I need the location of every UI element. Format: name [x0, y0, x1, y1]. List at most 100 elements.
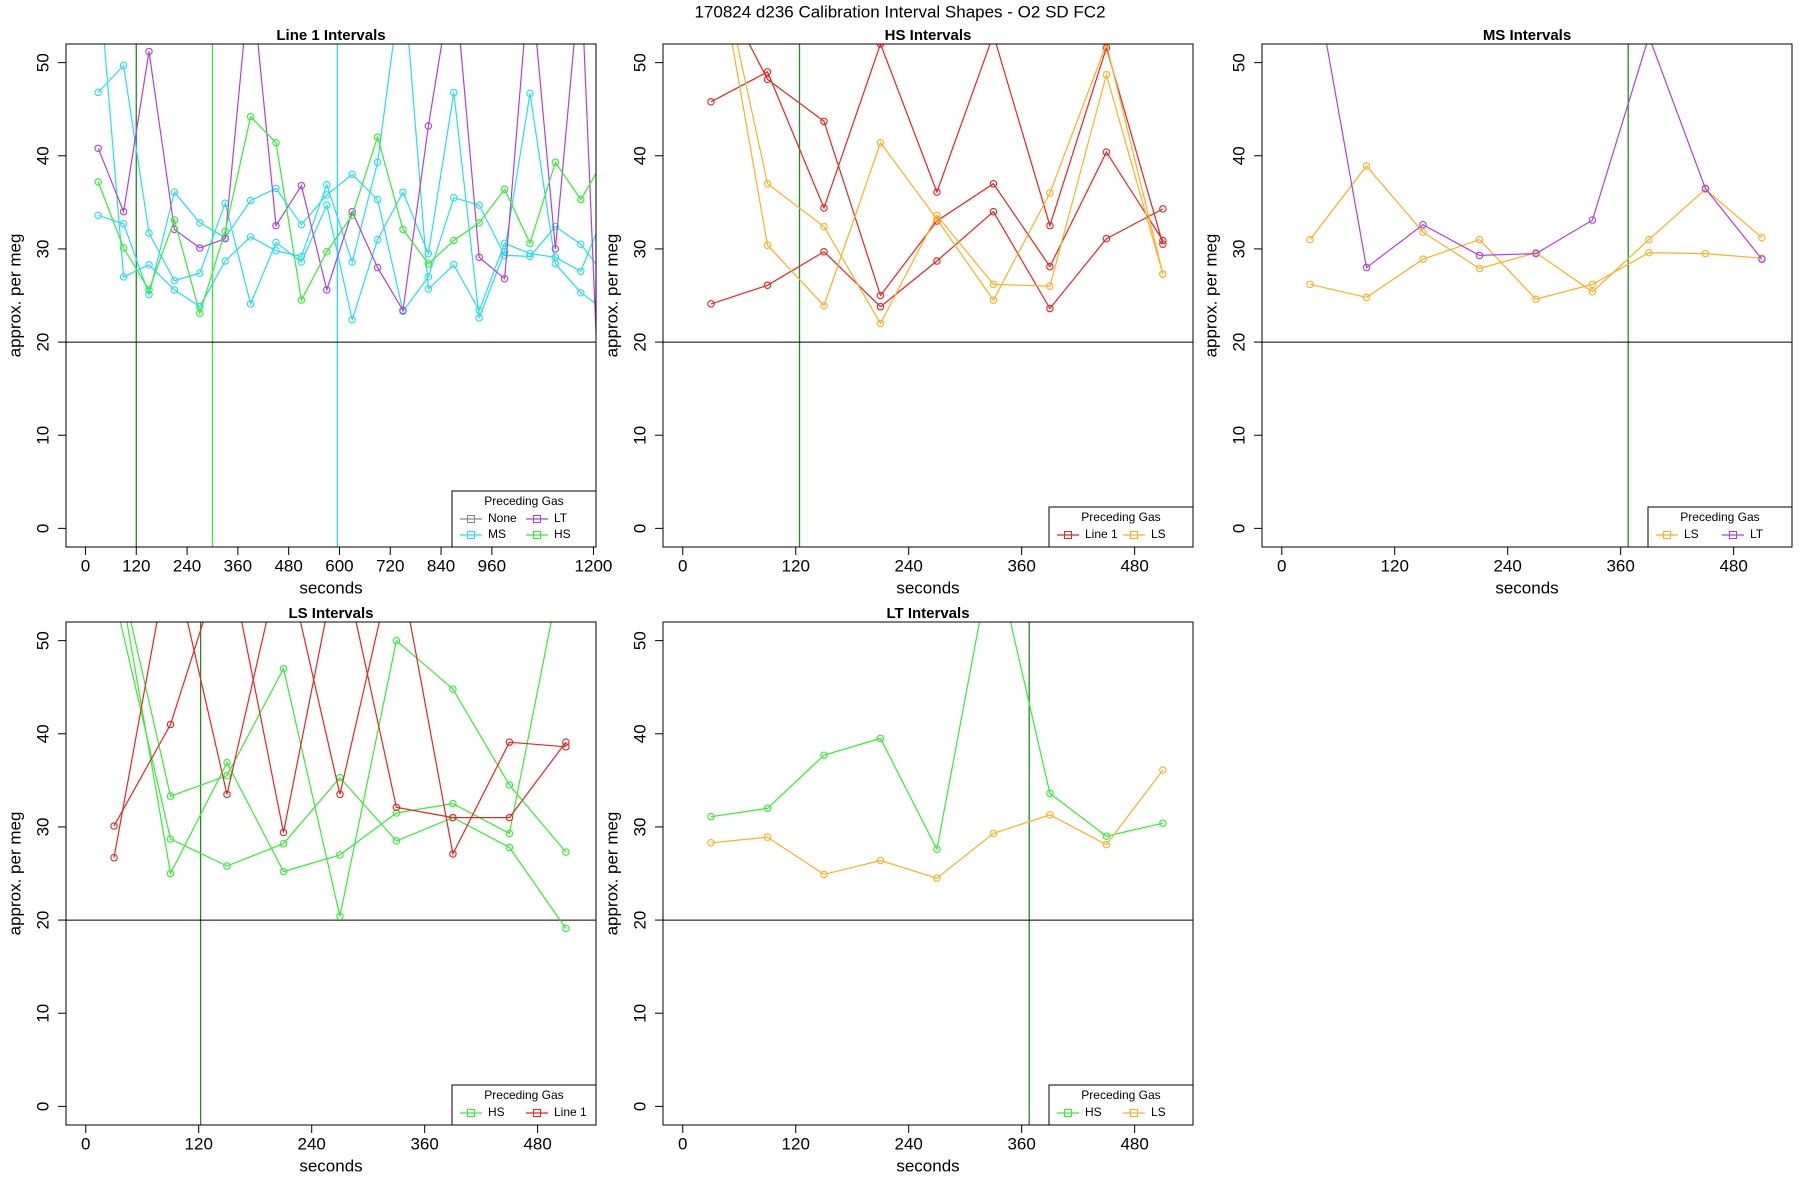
data-point: [223, 758, 231, 767]
data-point: [166, 835, 175, 843]
data-point: [707, 812, 715, 821]
data-point: [336, 912, 344, 921]
data-point: [94, 211, 102, 220]
data-point: [1046, 304, 1054, 313]
data-point: [373, 235, 382, 244]
data-point: [707, 300, 715, 308]
data-point: [820, 204, 828, 212]
data-point: [475, 201, 483, 209]
data-point: [449, 850, 457, 858]
data-point: [820, 247, 828, 256]
y-tick-label: 0: [33, 524, 52, 533]
data-line: [119, 622, 567, 929]
data-point: [763, 804, 772, 813]
y-tick-label: 20: [33, 911, 52, 930]
x-axis-label: seconds: [299, 1156, 362, 1175]
data-point: [119, 244, 128, 252]
data-point: [424, 260, 433, 268]
panel-title: MS Intervals: [1483, 27, 1571, 44]
legend: Preceding Gas LS LT: [1647, 506, 1793, 548]
panel-title: HS Intervals: [885, 27, 972, 44]
legend-box: [1048, 506, 1194, 548]
y-tick-label: 30: [630, 239, 649, 258]
data-point: [876, 319, 885, 328]
y-tick-label: 50: [1229, 53, 1248, 72]
data-line: [1325, 44, 1763, 269]
legend-marker: [1663, 531, 1671, 539]
y-axis-label: approx. per meg: [602, 812, 621, 936]
x-tick-label: 840: [427, 556, 455, 575]
legend-marker: [467, 531, 475, 539]
legend-title: Preceding Gas: [484, 1088, 563, 1102]
x-axis-label: seconds: [299, 578, 362, 597]
x-axis-label: seconds: [896, 578, 959, 597]
data-point: [1046, 811, 1054, 819]
data-point: [876, 734, 885, 743]
data-point: [145, 290, 153, 299]
data-point: [933, 257, 941, 265]
data-point: [989, 207, 998, 216]
data-point: [500, 185, 509, 194]
data-point: [933, 215, 941, 223]
y-tick-label: 20: [33, 333, 52, 352]
figure-title: 170824 d236 Calibration Interval Shapes …: [694, 2, 1105, 21]
data-point: [166, 869, 175, 878]
data-point: [577, 240, 585, 249]
data-point: [1159, 240, 1167, 249]
data-point: [577, 195, 585, 204]
legend-marker: [533, 531, 541, 539]
panel: LS Intervals 0 10 20 30 40 50 0 120 240 360 480 seco…: [5, 591, 597, 1175]
data-point: [348, 258, 356, 266]
y-tick-label: 50: [630, 53, 649, 72]
data-point: [526, 239, 534, 248]
y-tick-label: 30: [33, 239, 52, 258]
x-tick-label: 120: [185, 1134, 213, 1153]
y-axis-label: approx. per meg: [5, 234, 24, 358]
data-point: [196, 219, 204, 227]
data-point: [933, 845, 941, 854]
data-point: [279, 664, 288, 673]
data-point: [449, 685, 457, 693]
legend-title: Preceding Gas: [1081, 510, 1160, 524]
y-tick-label: 10: [33, 1004, 52, 1023]
data-point: [279, 867, 288, 876]
data-point: [1159, 766, 1167, 774]
x-tick-label: 240: [895, 1134, 923, 1153]
data-point: [1588, 216, 1597, 224]
legend-title: Preceding Gas: [484, 494, 563, 508]
data-point: [272, 247, 280, 255]
panel: HS Intervals 0 10 20 30 40 50 0 120 240 360 480 seco…: [602, 27, 1194, 597]
data-point: [820, 117, 828, 126]
x-tick-label: 480: [523, 1134, 551, 1153]
data-point: [1701, 184, 1710, 193]
data-point: [450, 261, 458, 269]
data-point: [392, 803, 401, 812]
data-point: [1475, 264, 1484, 273]
data-point: [1701, 249, 1710, 258]
data-point: [475, 219, 483, 227]
data-point: [348, 315, 356, 324]
data-point: [297, 258, 306, 266]
data-point: [989, 829, 998, 838]
data-point: [505, 813, 514, 822]
x-axis-label: seconds: [896, 1156, 959, 1175]
data-point: [763, 75, 772, 84]
data-point: [449, 813, 457, 822]
data-point: [989, 280, 998, 289]
data-point: [246, 196, 255, 205]
x-tick-label: 360: [410, 1134, 438, 1153]
y-tick-label: 30: [630, 817, 649, 836]
data-point: [1362, 293, 1371, 302]
data-point: [111, 591, 117, 597]
data-point: [145, 47, 153, 56]
data-line: [113, 622, 566, 858]
x-tick-label: 960: [478, 556, 506, 575]
data-point: [1046, 789, 1054, 798]
data-point: [763, 281, 772, 290]
y-tick-label: 40: [630, 724, 649, 743]
legend-label: Line 1: [1085, 527, 1118, 541]
data-point: [603, 153, 609, 159]
y-tick-label: 40: [33, 146, 52, 165]
data-point: [348, 211, 356, 220]
data-point: [1159, 205, 1167, 213]
